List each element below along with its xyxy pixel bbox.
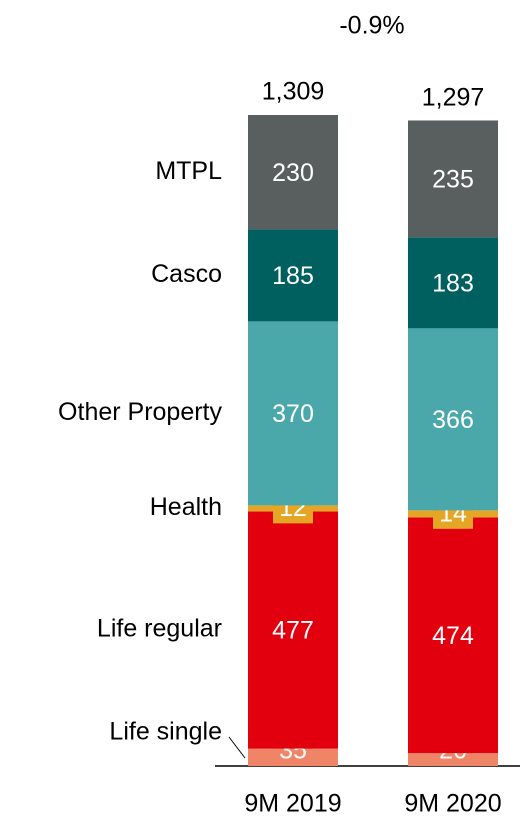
series-label: Other Property: [58, 398, 222, 426]
bar-segment: [408, 517, 498, 754]
data-label: 185: [272, 262, 314, 290]
bar-segment: [248, 321, 338, 506]
data-label: 477: [272, 617, 314, 645]
total-label: 1,309: [262, 78, 325, 106]
series-label: Life single: [109, 718, 222, 746]
data-label: 183: [432, 269, 474, 297]
x-tick-label: 9M 2019: [244, 790, 341, 818]
total-label: 1,297: [422, 84, 485, 112]
bar-segment: [248, 511, 338, 749]
data-label: 474: [432, 622, 474, 650]
bar-segment: [408, 120, 498, 238]
bar-segment: [248, 229, 338, 322]
series-label: Life regular: [97, 615, 222, 643]
annotation: -0.9%: [339, 12, 404, 40]
series-label: MTPL: [155, 157, 222, 185]
leader-line: [228, 736, 246, 759]
data-label: 235: [432, 166, 474, 194]
data-label: 370: [272, 400, 314, 428]
bar-segment: [408, 328, 498, 511]
data-label: 230: [272, 159, 314, 187]
x-tick-label: 9M 2020: [404, 790, 501, 818]
series-label: Casco: [151, 260, 222, 288]
bar-segment: [408, 237, 498, 329]
bar-segment: [248, 115, 338, 230]
series-label: Health: [150, 493, 222, 521]
data-label: 366: [432, 406, 474, 434]
